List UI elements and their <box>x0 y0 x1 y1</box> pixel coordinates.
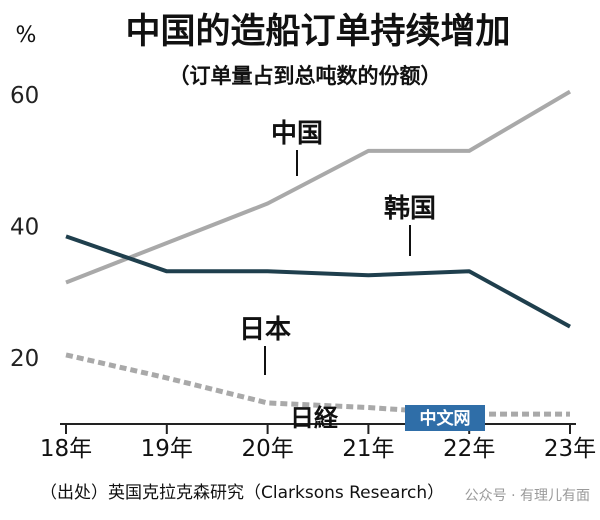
x-tick-label: 22年 <box>443 436 495 462</box>
x-tick-label: 18年 <box>40 436 92 462</box>
x-tick-label: 21年 <box>342 436 394 462</box>
x-tick-label: 19年 <box>141 436 193 462</box>
series-lines <box>65 89 572 417</box>
nikkei-logo-text: 中文网 <box>420 408 471 429</box>
series-label-korea: 韩国 <box>384 194 436 256</box>
nikkei-logo-mark: 日経 <box>290 403 339 432</box>
y-tick-label: 20 <box>10 346 39 372</box>
nikkei-logo-badge <box>405 405 485 431</box>
chart-subtitle: （订单量占到总吨数的份额） <box>169 64 442 88</box>
series-label-china-text: 中国 <box>271 119 323 149</box>
y-axis-unit: % <box>16 23 37 48</box>
y-tick-label: 60 <box>10 83 39 109</box>
x-tick-label: 23年 <box>544 436 596 462</box>
y-tick-label: 40 <box>10 215 39 241</box>
series-label-japan: 日本 <box>239 315 291 375</box>
watermark-text: 公众号 · 有理儿有面 <box>465 488 590 504</box>
series-line-china <box>65 89 572 285</box>
series-label-korea-text: 韩国 <box>384 194 436 224</box>
chart-source: （出处）英国克拉克森研究（Clarksons Research） <box>40 483 444 503</box>
chart-title: 中国的造船订单持续增加 <box>125 12 510 52</box>
series-line-japan <box>65 352 570 417</box>
series-label-japan-text: 日本 <box>239 315 291 345</box>
nikkei-logo: 日経 中文网 <box>290 403 485 432</box>
y-tick-labels: 20 40 60 <box>10 83 39 372</box>
series-line-korea <box>65 234 571 329</box>
x-tick-labels: 18年 19年 20年 21年 22年 23年 <box>40 436 596 462</box>
series-label-china: 中国 <box>271 119 323 176</box>
x-tick-label: 20年 <box>241 436 293 462</box>
